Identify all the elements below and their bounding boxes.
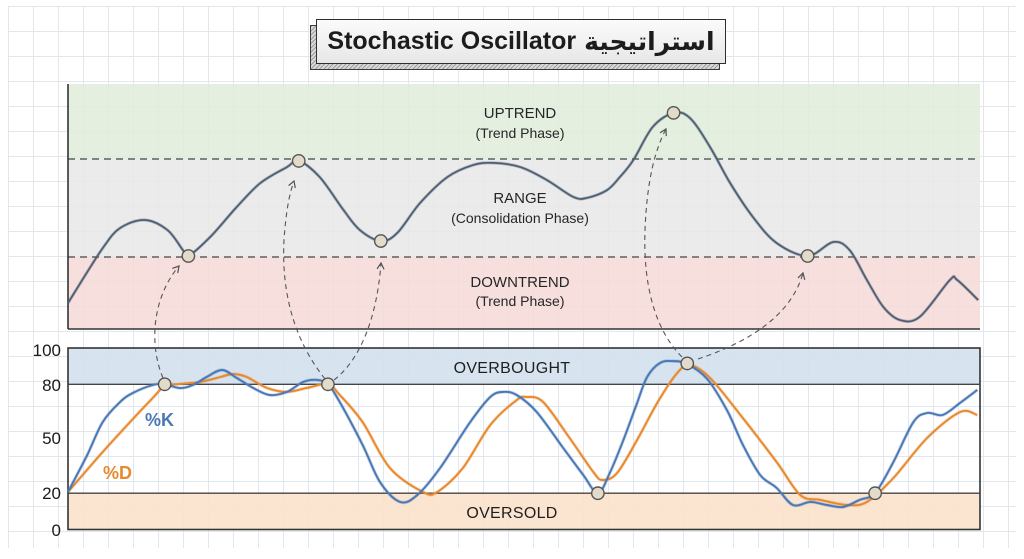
arrow-overbought-to-trough — [333, 261, 385, 381]
d-line — [67, 363, 978, 507]
signal-marker — [157, 377, 172, 392]
price-line — [67, 111, 979, 323]
signal-marker — [800, 249, 815, 263]
range-zone — [68, 159, 980, 257]
range-sublabel: (Consolidation Phase) — [451, 210, 589, 226]
oversold-label: OVERSOLD — [466, 505, 557, 522]
signal-marker — [181, 249, 196, 263]
oversold-zone — [68, 493, 980, 530]
uptrend-zone — [68, 84, 980, 159]
y-tick-100: 100 — [33, 341, 61, 360]
price-panel: UPTREND (Trend Phase) RANGE (Consolidati… — [66, 84, 980, 330]
y-tick-80: 80 — [42, 376, 61, 395]
page-title: Stochastic Oscillator استراتيجية — [316, 19, 726, 64]
downtrend-label: DOWNTREND — [470, 274, 569, 291]
y-tick-0: 0 — [52, 521, 61, 540]
overbought-label: OVERBOUGHT — [454, 360, 571, 377]
uptrend-sublabel: (Trend Phase) — [476, 125, 565, 141]
downtrend-sublabel: (Trend Phase) — [476, 293, 565, 309]
oscillator-signal-markers — [157, 356, 883, 501]
y-tick-20: 20 — [42, 484, 61, 503]
arrow-overbought-to-peak — [283, 179, 326, 380]
overbought-zone — [68, 348, 980, 385]
title-english: Stochastic Oscillator — [327, 27, 577, 55]
signal-marker — [680, 356, 695, 371]
signal-marker — [291, 154, 306, 168]
legend-k-label: %K — [145, 410, 174, 430]
y-tick-50: 50 — [42, 429, 61, 448]
signal-marker — [666, 106, 681, 120]
signal-marker — [373, 234, 388, 248]
title-arabic: استراتيجية — [584, 27, 715, 56]
signal-marker — [868, 486, 883, 501]
signal-arrows — [154, 127, 806, 381]
signal-marker — [590, 486, 605, 501]
oscillator-frame — [67, 347, 981, 531]
downtrend-zone — [68, 257, 980, 329]
signal-marker — [321, 377, 335, 392]
arrow-buy-signal-1 — [154, 265, 180, 379]
legend-d-label: %D — [103, 463, 132, 483]
arrow-peak-signal — [644, 127, 683, 358]
oscillator-panel: OVERBOUGHT OVERSOLD 100 80 50 20 0 %K %D — [33, 341, 981, 540]
range-label: RANGE — [493, 190, 546, 207]
k-line — [67, 359, 978, 509]
uptrend-label: UPTREND — [484, 105, 557, 122]
d-line-shadow — [66, 363, 978, 508]
price-signal-markers — [181, 106, 815, 263]
